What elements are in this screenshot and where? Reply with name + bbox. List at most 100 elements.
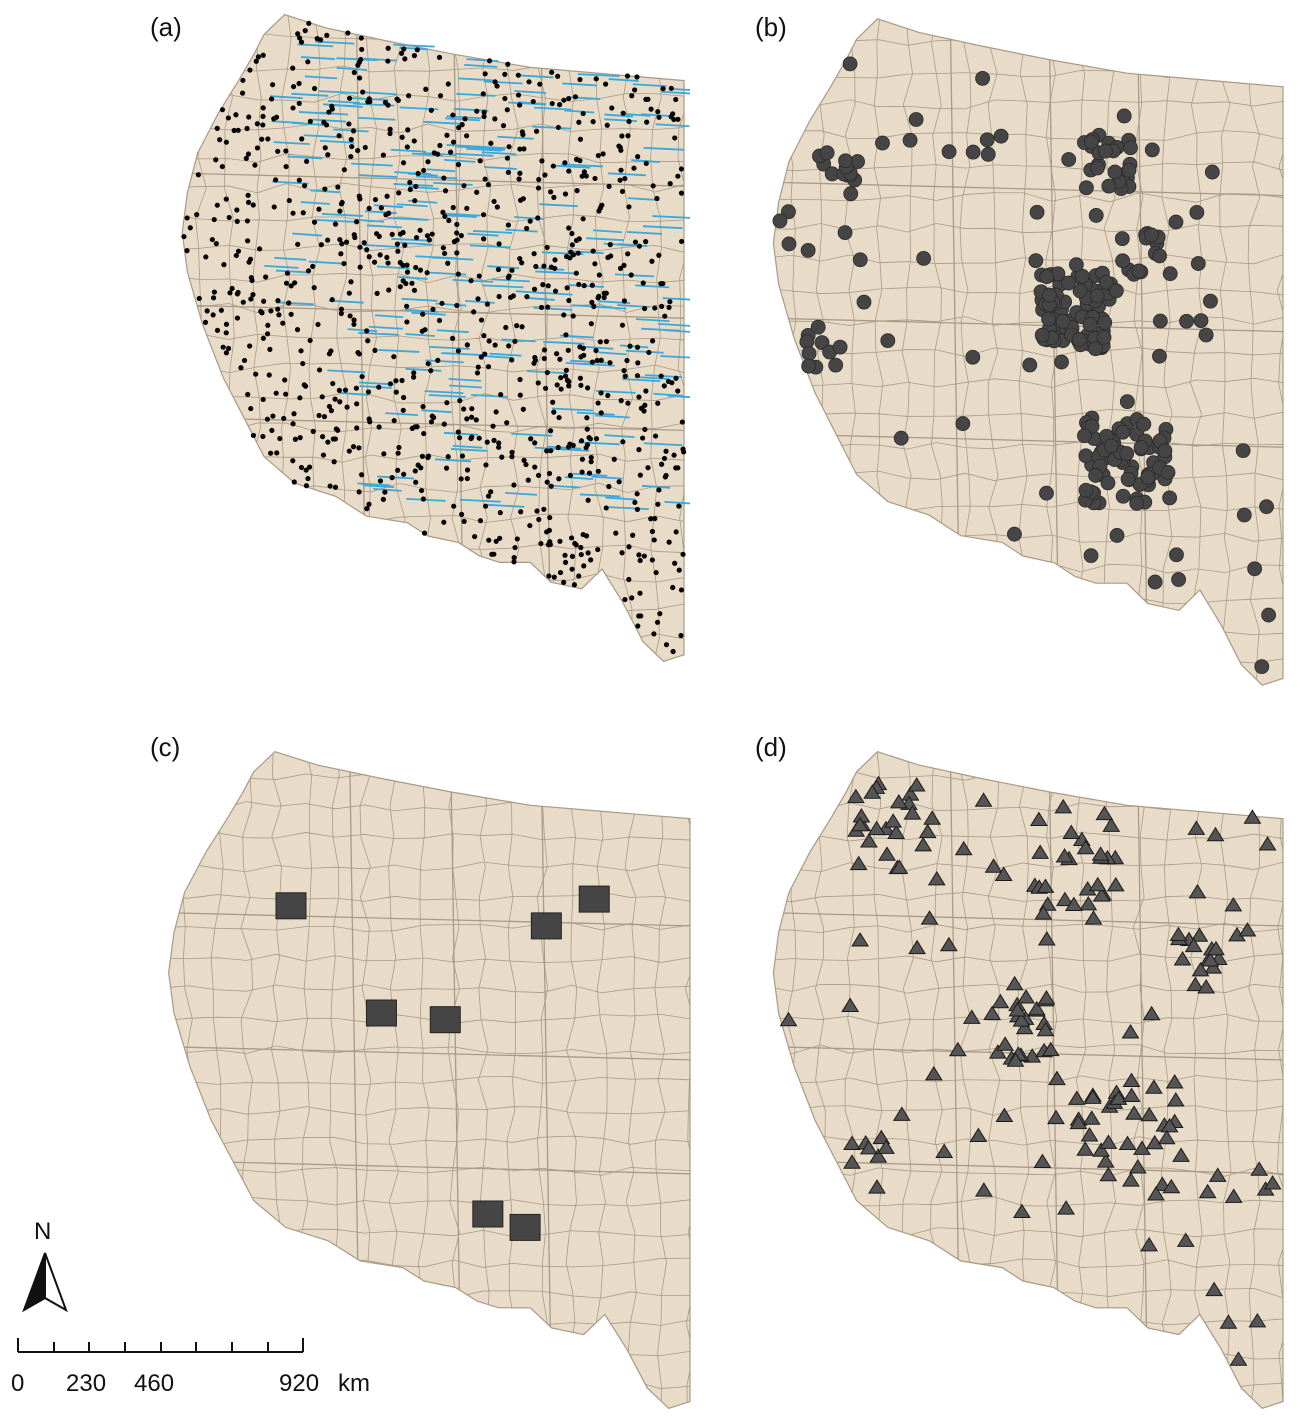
site-dot <box>268 308 274 314</box>
site-dot <box>244 218 251 224</box>
site-dot <box>484 439 490 445</box>
site-dot <box>351 317 357 323</box>
site-dot <box>413 264 419 271</box>
site-dot <box>600 151 606 157</box>
site-dot <box>264 416 271 422</box>
site-dot <box>625 400 631 406</box>
site-dot <box>565 347 571 353</box>
site-dot <box>636 394 642 400</box>
track-line <box>314 218 355 223</box>
site-dot <box>214 327 221 333</box>
site-triangle <box>1017 989 1036 1004</box>
site-dot <box>1203 293 1218 309</box>
county-borders <box>773 18 1284 686</box>
site-dot <box>480 212 487 218</box>
site-dot <box>395 248 401 254</box>
site-dot <box>265 136 271 142</box>
site-dot <box>437 93 444 99</box>
site-dot <box>1136 416 1152 432</box>
site-dot <box>533 263 539 270</box>
site-dot <box>324 32 330 38</box>
site-dot <box>1039 269 1055 285</box>
site-dot <box>527 218 533 224</box>
panel-label-b: (b) <box>755 12 787 42</box>
site-triangle <box>1157 1129 1176 1145</box>
site-dot <box>399 377 405 384</box>
site-dot <box>519 324 525 330</box>
map-a <box>181 13 690 663</box>
site-dot <box>619 188 626 195</box>
site-dot <box>318 242 325 248</box>
site-dot <box>494 204 500 210</box>
site-dot <box>554 351 560 357</box>
site-dot <box>404 319 410 325</box>
site-dot <box>350 444 357 450</box>
site-dot <box>413 234 420 241</box>
site-dot <box>260 122 266 128</box>
site-dot <box>250 202 256 208</box>
site-dot <box>485 182 492 188</box>
site-dot <box>554 382 560 388</box>
track-line <box>643 442 683 447</box>
site-dot <box>511 554 517 561</box>
site-dot <box>1152 313 1168 329</box>
site-dot <box>1261 607 1277 623</box>
site-triangle <box>994 866 1013 881</box>
site-dot <box>330 436 336 442</box>
site-dot <box>421 430 427 437</box>
site-dot <box>256 246 263 252</box>
track-line <box>543 340 585 345</box>
site-dot <box>642 402 648 408</box>
site-dot <box>290 83 297 90</box>
site-dot <box>558 375 564 381</box>
site-dot <box>524 225 530 232</box>
track-line <box>489 352 522 357</box>
site-dot <box>621 368 627 374</box>
track-line <box>642 225 683 230</box>
site-dot <box>325 439 331 445</box>
site-dot <box>550 399 556 405</box>
site-dot <box>616 479 622 485</box>
site-dot <box>493 538 499 544</box>
site-dot <box>412 424 418 430</box>
site-dot <box>619 133 625 139</box>
track-line <box>452 444 483 449</box>
site-dot <box>1096 330 1112 345</box>
site-dot <box>184 215 190 221</box>
track-line <box>432 256 474 261</box>
site-dot <box>288 311 294 317</box>
site-dot <box>181 233 187 240</box>
site-dot <box>1022 357 1038 373</box>
site-dot <box>566 297 572 304</box>
site-dot <box>218 307 224 313</box>
site-dot <box>260 113 266 120</box>
site-dot <box>579 469 585 475</box>
site-dot <box>649 338 656 344</box>
site-dot <box>276 312 282 318</box>
track-line <box>515 290 545 295</box>
site-dot <box>385 102 391 108</box>
site-dot <box>413 479 419 485</box>
site-dot <box>292 436 298 442</box>
track-line <box>532 125 572 130</box>
site-dot <box>350 128 357 134</box>
site-triangle <box>908 939 926 955</box>
site-triangle <box>1005 975 1024 991</box>
site-dot <box>648 516 654 522</box>
site-dot <box>229 285 235 292</box>
site-triangle <box>1121 1024 1140 1039</box>
site-dot <box>519 260 525 266</box>
site-triangle <box>1258 835 1277 851</box>
site-dot <box>332 221 339 227</box>
site-dot <box>509 357 515 363</box>
site-dot <box>619 322 626 328</box>
track-line <box>396 203 428 208</box>
site-dot <box>667 181 673 187</box>
site-triangle <box>1145 1134 1164 1150</box>
site-dot <box>461 406 467 412</box>
site-triangle <box>1109 1090 1128 1105</box>
site-dot <box>562 373 569 379</box>
site-dot <box>557 538 563 544</box>
site-dot <box>468 414 475 420</box>
site-dot <box>249 277 255 284</box>
